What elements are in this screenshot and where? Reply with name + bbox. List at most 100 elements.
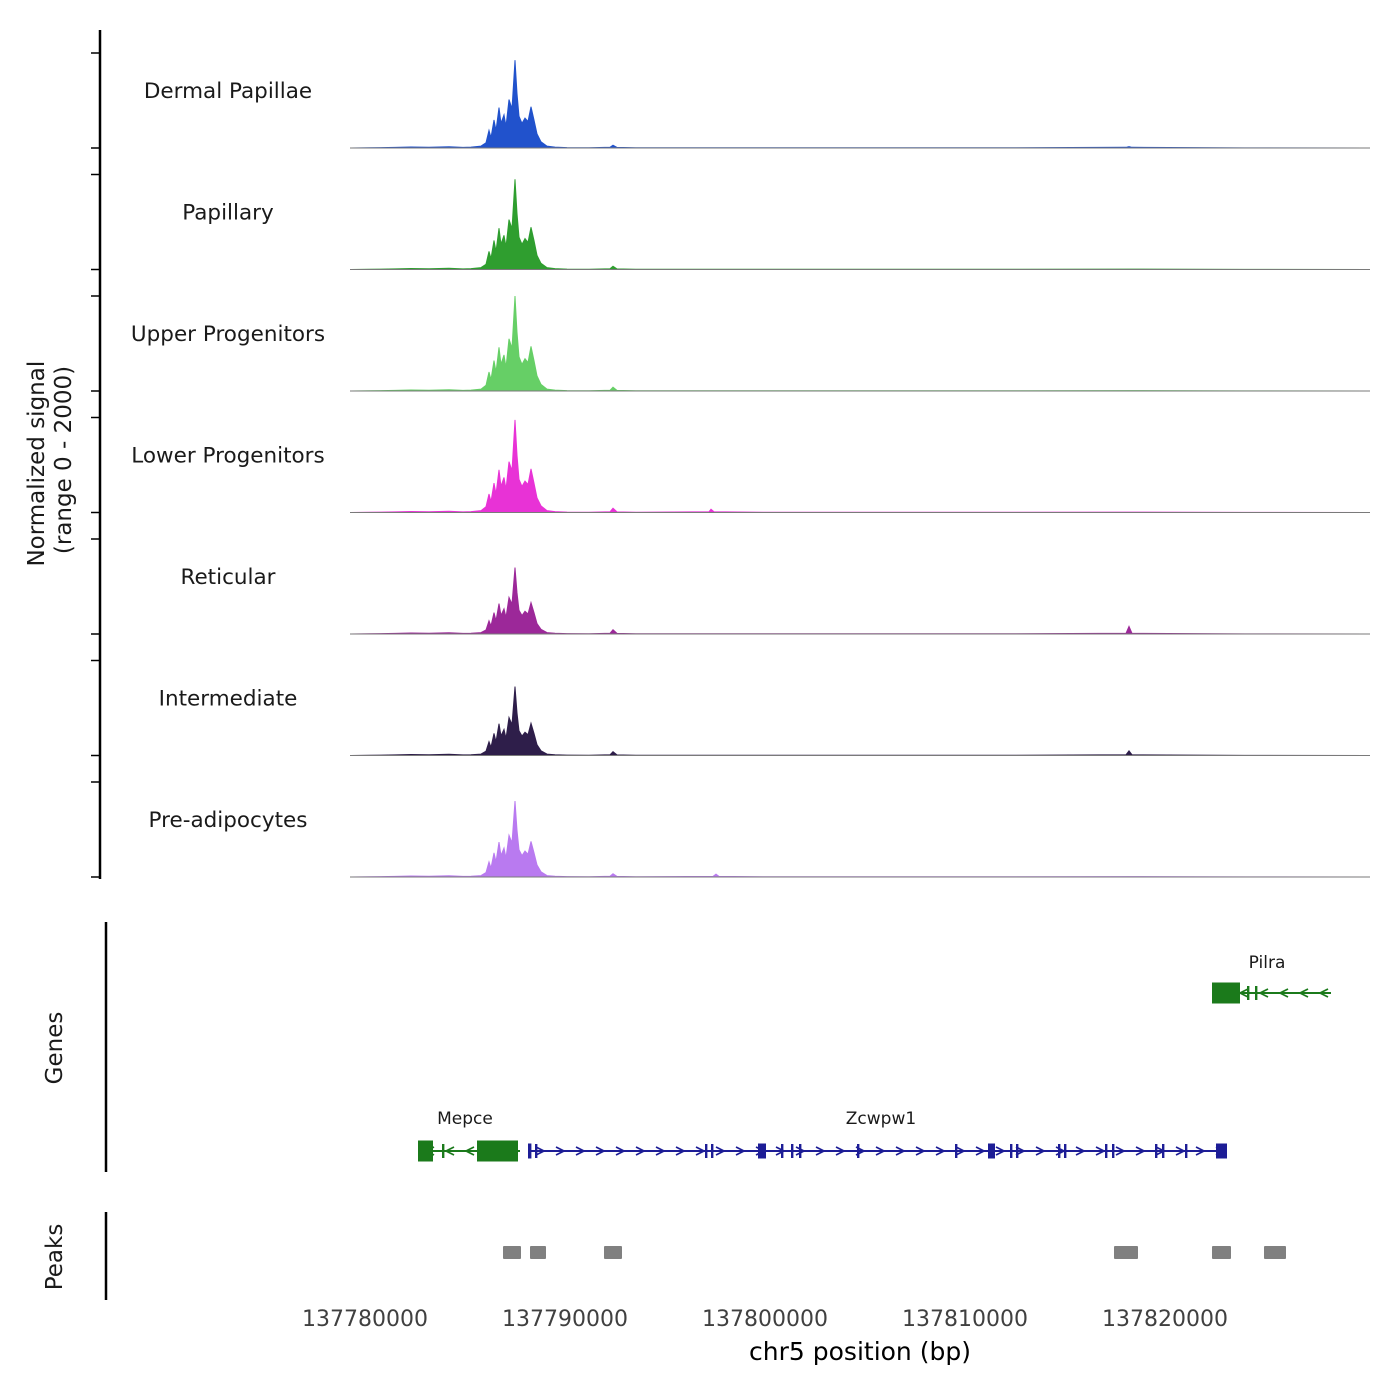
x-tick-label: 137820000: [1102, 1307, 1228, 1332]
strand-arrow-icon: [995, 1146, 1006, 1156]
gene-exon: [1064, 1144, 1067, 1158]
strand-arrow-icon: [695, 1146, 706, 1156]
peak-box: [604, 1246, 622, 1259]
gene-exon: [1058, 1144, 1061, 1158]
strand-arrow-icon: [775, 1146, 786, 1156]
y-axis-label-line1: Normalized signal: [24, 361, 50, 567]
peaks-panel-label: Peaks: [42, 1224, 68, 1291]
strand-arrow-icon: [1258, 988, 1269, 998]
strand-arrow-icon: [615, 1146, 626, 1156]
strand-arrow-icon: [675, 1146, 686, 1156]
track-label: Dermal Papillae: [144, 79, 312, 104]
strand-arrow-icon: [1015, 1146, 1026, 1156]
strand-arrow-icon: [1135, 1146, 1146, 1156]
gene-exon: [1155, 1144, 1158, 1158]
signal-area: [350, 567, 1370, 635]
gene-label: Pilra: [1249, 953, 1286, 973]
gene-exon: [705, 1144, 708, 1158]
signal-track-papillary: Papillary: [182, 179, 1370, 270]
x-tick-label: 137810000: [902, 1307, 1028, 1332]
gene-zcwpw1: Zcwpw1: [528, 1109, 1227, 1159]
gene-exon: [799, 1144, 802, 1158]
signal-track-lower-progenitors: Lower Progenitors: [131, 419, 1370, 513]
track-label: Papillary: [182, 201, 274, 226]
gene-exon: [988, 1143, 995, 1159]
gene-exon: [781, 1144, 784, 1158]
strand-arrow-icon: [1195, 1146, 1206, 1156]
gene-label: Mepce: [437, 1109, 493, 1129]
strand-arrow-icon: [444, 1146, 455, 1156]
signal-area: [350, 179, 1370, 270]
strand-arrow-icon: [1278, 988, 1289, 998]
signal-track-reticular: Reticular: [180, 565, 1370, 635]
gene-label: Zcwpw1: [846, 1109, 916, 1129]
strand-arrow-icon: [1298, 988, 1309, 998]
gene-exon: [758, 1143, 766, 1159]
signal-area: [350, 60, 1370, 149]
gene-exon: [535, 1144, 538, 1158]
strand-arrow-icon: [1095, 1146, 1106, 1156]
signal-area: [350, 295, 1370, 392]
gene-pilra: Pilra: [1212, 953, 1331, 1004]
peaks-panel: Peaks: [42, 1212, 1286, 1300]
strand-arrow-icon: [735, 1146, 746, 1156]
gene-exon: [1255, 986, 1258, 1000]
strand-arrow-icon: [535, 1146, 546, 1156]
signal-area: [350, 686, 1370, 756]
gene-exon: [1216, 1143, 1227, 1159]
gene-exon: [477, 1140, 518, 1162]
y-axis-label-line2: (range 0 - 2000): [51, 366, 77, 554]
signal-track-pre-adipocytes: Pre-adipocytes: [149, 800, 1370, 878]
track-label: Upper Progenitors: [131, 322, 325, 347]
track-label: Reticular: [180, 565, 275, 590]
gene-exon: [955, 1144, 958, 1158]
signal-track-upper-progenitors: Upper Progenitors: [131, 295, 1370, 392]
strand-arrow-icon: [635, 1146, 646, 1156]
gene-exon: [711, 1144, 714, 1158]
strand-arrow-icon: [815, 1146, 826, 1156]
track-label: Pre-adipocytes: [149, 808, 308, 833]
strand-arrow-icon: [464, 1146, 475, 1156]
x-axis-tick-labels: 137780000 137790000 137800000 137810000 1378…: [302, 1307, 1228, 1332]
strand-arrow-icon: [955, 1146, 966, 1156]
strand-arrow-icon: [795, 1146, 806, 1156]
x-tick-label: 137780000: [302, 1307, 428, 1332]
strand-arrow-icon: [835, 1146, 846, 1156]
track-label: Lower Progenitors: [131, 444, 324, 469]
signal-tracks: Dermal Papillae Papillary Upper Progenitor…: [131, 60, 1370, 878]
strand-arrow-icon: [1075, 1146, 1086, 1156]
peak-boxes: [503, 1246, 1286, 1259]
strand-arrow-icon: [715, 1146, 726, 1156]
strand-arrow-icon: [555, 1146, 566, 1156]
gene-exon: [791, 1144, 794, 1158]
gene-exon: [528, 1143, 532, 1159]
gene-models: Pilra Mepce Zcwpw1: [418, 953, 1331, 1162]
strand-arrow-icon: [595, 1146, 606, 1156]
x-axis-title: chr5 position (bp): [749, 1337, 971, 1366]
strand-arrow-icon: [1318, 988, 1329, 998]
y-axis: Normalized signal (range 0 - 2000): [24, 30, 102, 879]
peak-box: [530, 1246, 546, 1259]
strand-arrow-icon: [895, 1146, 906, 1156]
gene-exon: [442, 1144, 445, 1158]
gene-exon: [1112, 1144, 1115, 1158]
signal-area: [350, 800, 1370, 878]
strand-arrow-icon: [975, 1146, 986, 1156]
signal-track-intermediate: Intermediate: [159, 687, 1370, 756]
gene-exon: [1010, 1144, 1013, 1158]
gene-exon: [418, 1140, 433, 1162]
x-axis: 137780000 137790000 137800000 137810000 1378…: [302, 1307, 1228, 1366]
gene-exon: [1212, 982, 1240, 1004]
x-tick-label: 137790000: [502, 1307, 628, 1332]
peak-box: [1114, 1246, 1138, 1259]
gene-exon: [1247, 986, 1250, 1000]
gene-exon: [1185, 1144, 1188, 1158]
signal-area: [350, 419, 1370, 513]
gene-exon: [1016, 1144, 1019, 1158]
x-tick-label: 137800000: [702, 1307, 828, 1332]
peak-box: [503, 1246, 521, 1259]
peak-box: [1264, 1246, 1286, 1259]
gene-exon: [857, 1144, 860, 1158]
